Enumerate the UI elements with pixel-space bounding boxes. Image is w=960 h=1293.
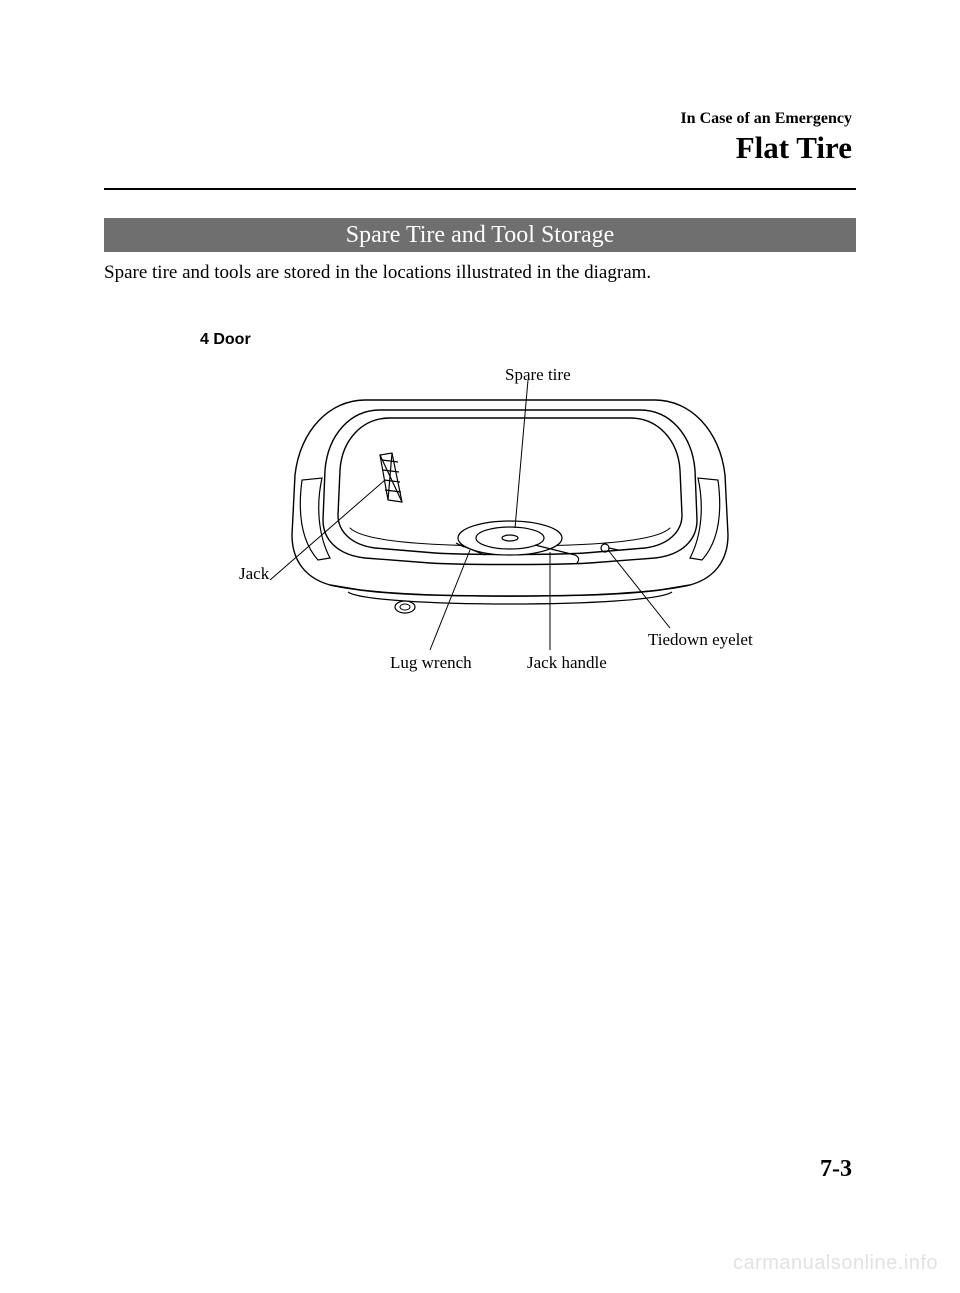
page-header: In Case of an Emergency Flat Tire	[680, 110, 852, 166]
header-rule	[104, 188, 856, 190]
label-spare-tire: Spare tire	[505, 365, 571, 385]
section-title: Flat Tire	[680, 130, 852, 166]
label-jack-handle: Jack handle	[527, 653, 607, 673]
label-tiedown-eyelet: Tiedown eyelet	[648, 630, 753, 650]
page-root: In Case of an Emergency Flat Tire Spare …	[0, 0, 960, 1293]
intro-text: Spare tire and tools are stored in the l…	[104, 262, 651, 284]
page-number: 7-3	[820, 1156, 852, 1183]
label-jack: Jack	[239, 564, 269, 584]
variant-label: 4 Door	[200, 331, 251, 349]
watermark: carmanualsonline.info	[733, 1252, 938, 1275]
section-banner: Spare Tire and Tool Storage	[104, 218, 856, 252]
label-lug-wrench: Lug wrench	[390, 653, 472, 673]
chapter-name: In Case of an Emergency	[680, 110, 852, 128]
